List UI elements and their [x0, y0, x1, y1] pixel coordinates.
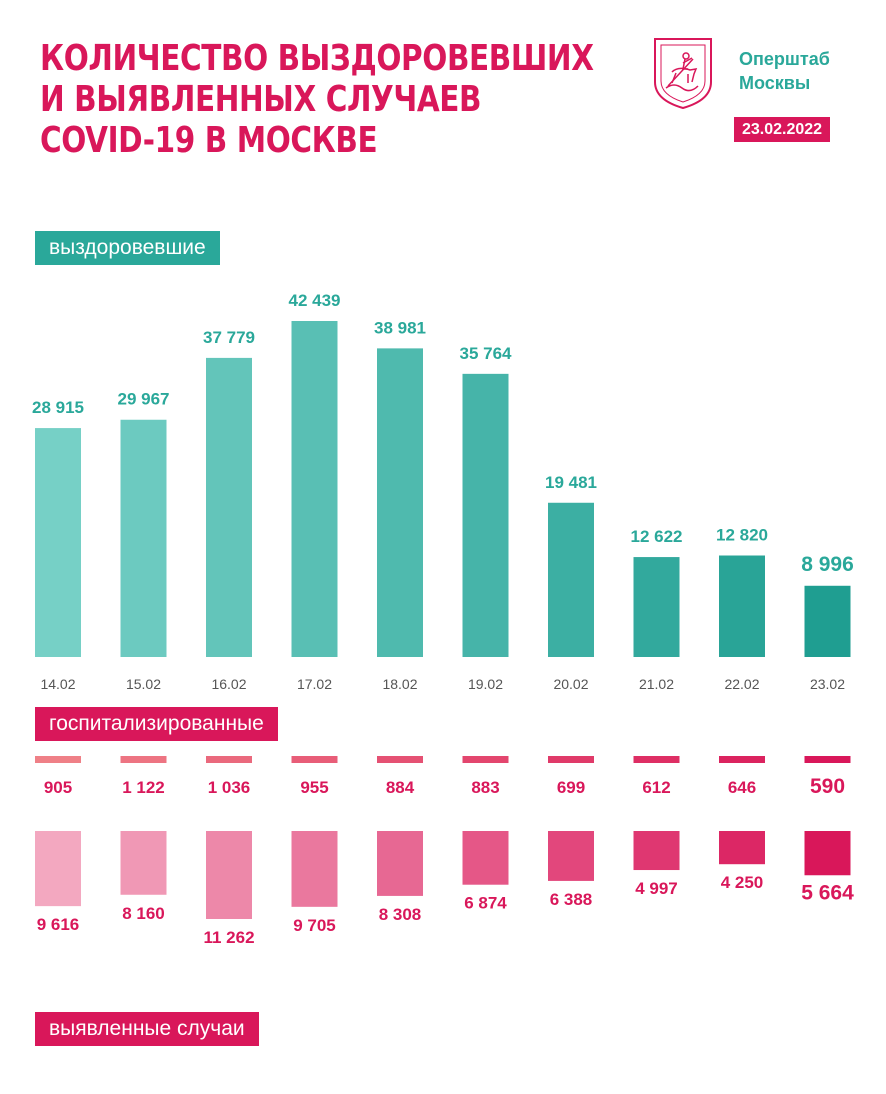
title-line-2: И ВЫЯВЛЕННЫХ СЛУЧАЕВ — [40, 79, 482, 120]
cases-value-label: 11 262 — [203, 928, 254, 947]
hospitalized-bar — [120, 756, 167, 763]
hospitalized-bar — [633, 756, 680, 763]
recovered-value-label: 37 779 — [203, 328, 255, 347]
date-tick-label: 19.02 — [468, 676, 503, 692]
cases-bar — [719, 831, 765, 865]
hospitalized-bar — [804, 756, 851, 763]
recovered-value-label: 35 764 — [460, 344, 513, 363]
hospitalized-bar — [462, 756, 509, 763]
recovered-bar — [291, 321, 338, 657]
recovered-bar — [377, 348, 423, 657]
hospitalized-value-label: 1 036 — [208, 778, 251, 797]
date-tick-label: 22.02 — [724, 676, 759, 692]
hospitalized-label: госпитализированные — [35, 707, 278, 741]
hospitalized-bar — [719, 756, 765, 763]
hospitalized-value-label: 905 — [44, 778, 72, 797]
cases-value-label: 6 388 — [550, 890, 593, 909]
hospitalized-bar — [377, 756, 423, 763]
organization-name: Оперштаб Москвы — [739, 47, 830, 95]
cases-value-label: 4 250 — [721, 873, 764, 892]
title-line-3: COVID-19 В МОСКВЕ — [40, 120, 378, 161]
cases-bar — [291, 831, 338, 907]
hospitalized-value-label: 955 — [300, 778, 328, 797]
org-line-1: Оперштаб — [739, 49, 830, 69]
cases-bar — [120, 831, 167, 895]
date-tick-label: 17.02 — [297, 676, 332, 692]
hospitalized-bar — [206, 756, 252, 763]
cases-bar — [804, 831, 851, 876]
cases-value-label: 5 664 — [801, 881, 854, 904]
cases-value-label: 9 616 — [37, 915, 80, 934]
recovered-value-label: 12 622 — [631, 527, 683, 546]
recovered-value-label: 29 967 — [118, 390, 170, 409]
date-tick-label: 21.02 — [639, 676, 674, 692]
recovered-bar — [206, 357, 252, 657]
date-tick-label: 16.02 — [211, 676, 246, 692]
cases-value-label: 6 874 — [464, 894, 507, 913]
cases-bar — [462, 831, 509, 885]
date-tick-label: 20.02 — [553, 676, 588, 692]
hospitalized-bar — [548, 756, 594, 763]
recovered-label: выздоровевшие — [35, 231, 220, 265]
date-badge: 23.02.2022 — [734, 117, 831, 142]
date-tick-label: 18.02 — [382, 676, 417, 692]
cases-bar — [377, 831, 423, 896]
recovered-value-label: 12 820 — [716, 526, 768, 545]
cases-value-label: 8 308 — [379, 905, 422, 924]
hospitalized-bar — [35, 756, 81, 763]
moscow-coat-of-arms-icon — [654, 38, 712, 110]
hospitalized-value-label: 590 — [810, 775, 845, 798]
cases-bar — [206, 831, 252, 919]
date-tick-label: 23.02 — [810, 676, 845, 692]
hospitalized-value-label: 646 — [728, 778, 756, 797]
recovered-value-label: 38 981 — [374, 318, 426, 337]
recovered-value-label: 8 996 — [801, 553, 854, 576]
recovered-value-label: 42 439 — [289, 291, 341, 310]
recovered-bar — [804, 585, 851, 657]
recovered-bar — [548, 502, 594, 657]
recovered-bar — [719, 555, 765, 657]
cases-bar — [35, 831, 81, 907]
date-tick-label: 15.02 — [126, 676, 161, 692]
cases-label: выявленные случаи — [35, 1012, 259, 1046]
cases-value-label: 8 160 — [122, 904, 165, 923]
recovered-value-label: 28 915 — [32, 398, 84, 417]
cases-bar — [548, 831, 594, 881]
hospitalized-value-label: 699 — [557, 778, 585, 797]
hospitalized-value-label: 612 — [642, 778, 670, 797]
recovered-bar — [120, 419, 167, 657]
cases-value-label: 4 997 — [635, 879, 678, 898]
hospitalized-value-label: 884 — [386, 778, 415, 797]
hospitalized-value-label: 1 122 — [122, 778, 165, 797]
recovered-bar — [633, 557, 680, 657]
date-tick-label: 14.02 — [40, 676, 75, 692]
hospitalized-value-label: 883 — [471, 778, 499, 797]
recovered-bar — [462, 373, 509, 657]
hospitalized-bar — [291, 756, 338, 763]
cases-bar — [633, 831, 680, 871]
cases-value-label: 9 705 — [293, 916, 336, 935]
org-line-2: Москвы — [739, 73, 811, 93]
recovered-bar — [35, 428, 81, 657]
recovered-value-label: 19 481 — [545, 473, 597, 492]
